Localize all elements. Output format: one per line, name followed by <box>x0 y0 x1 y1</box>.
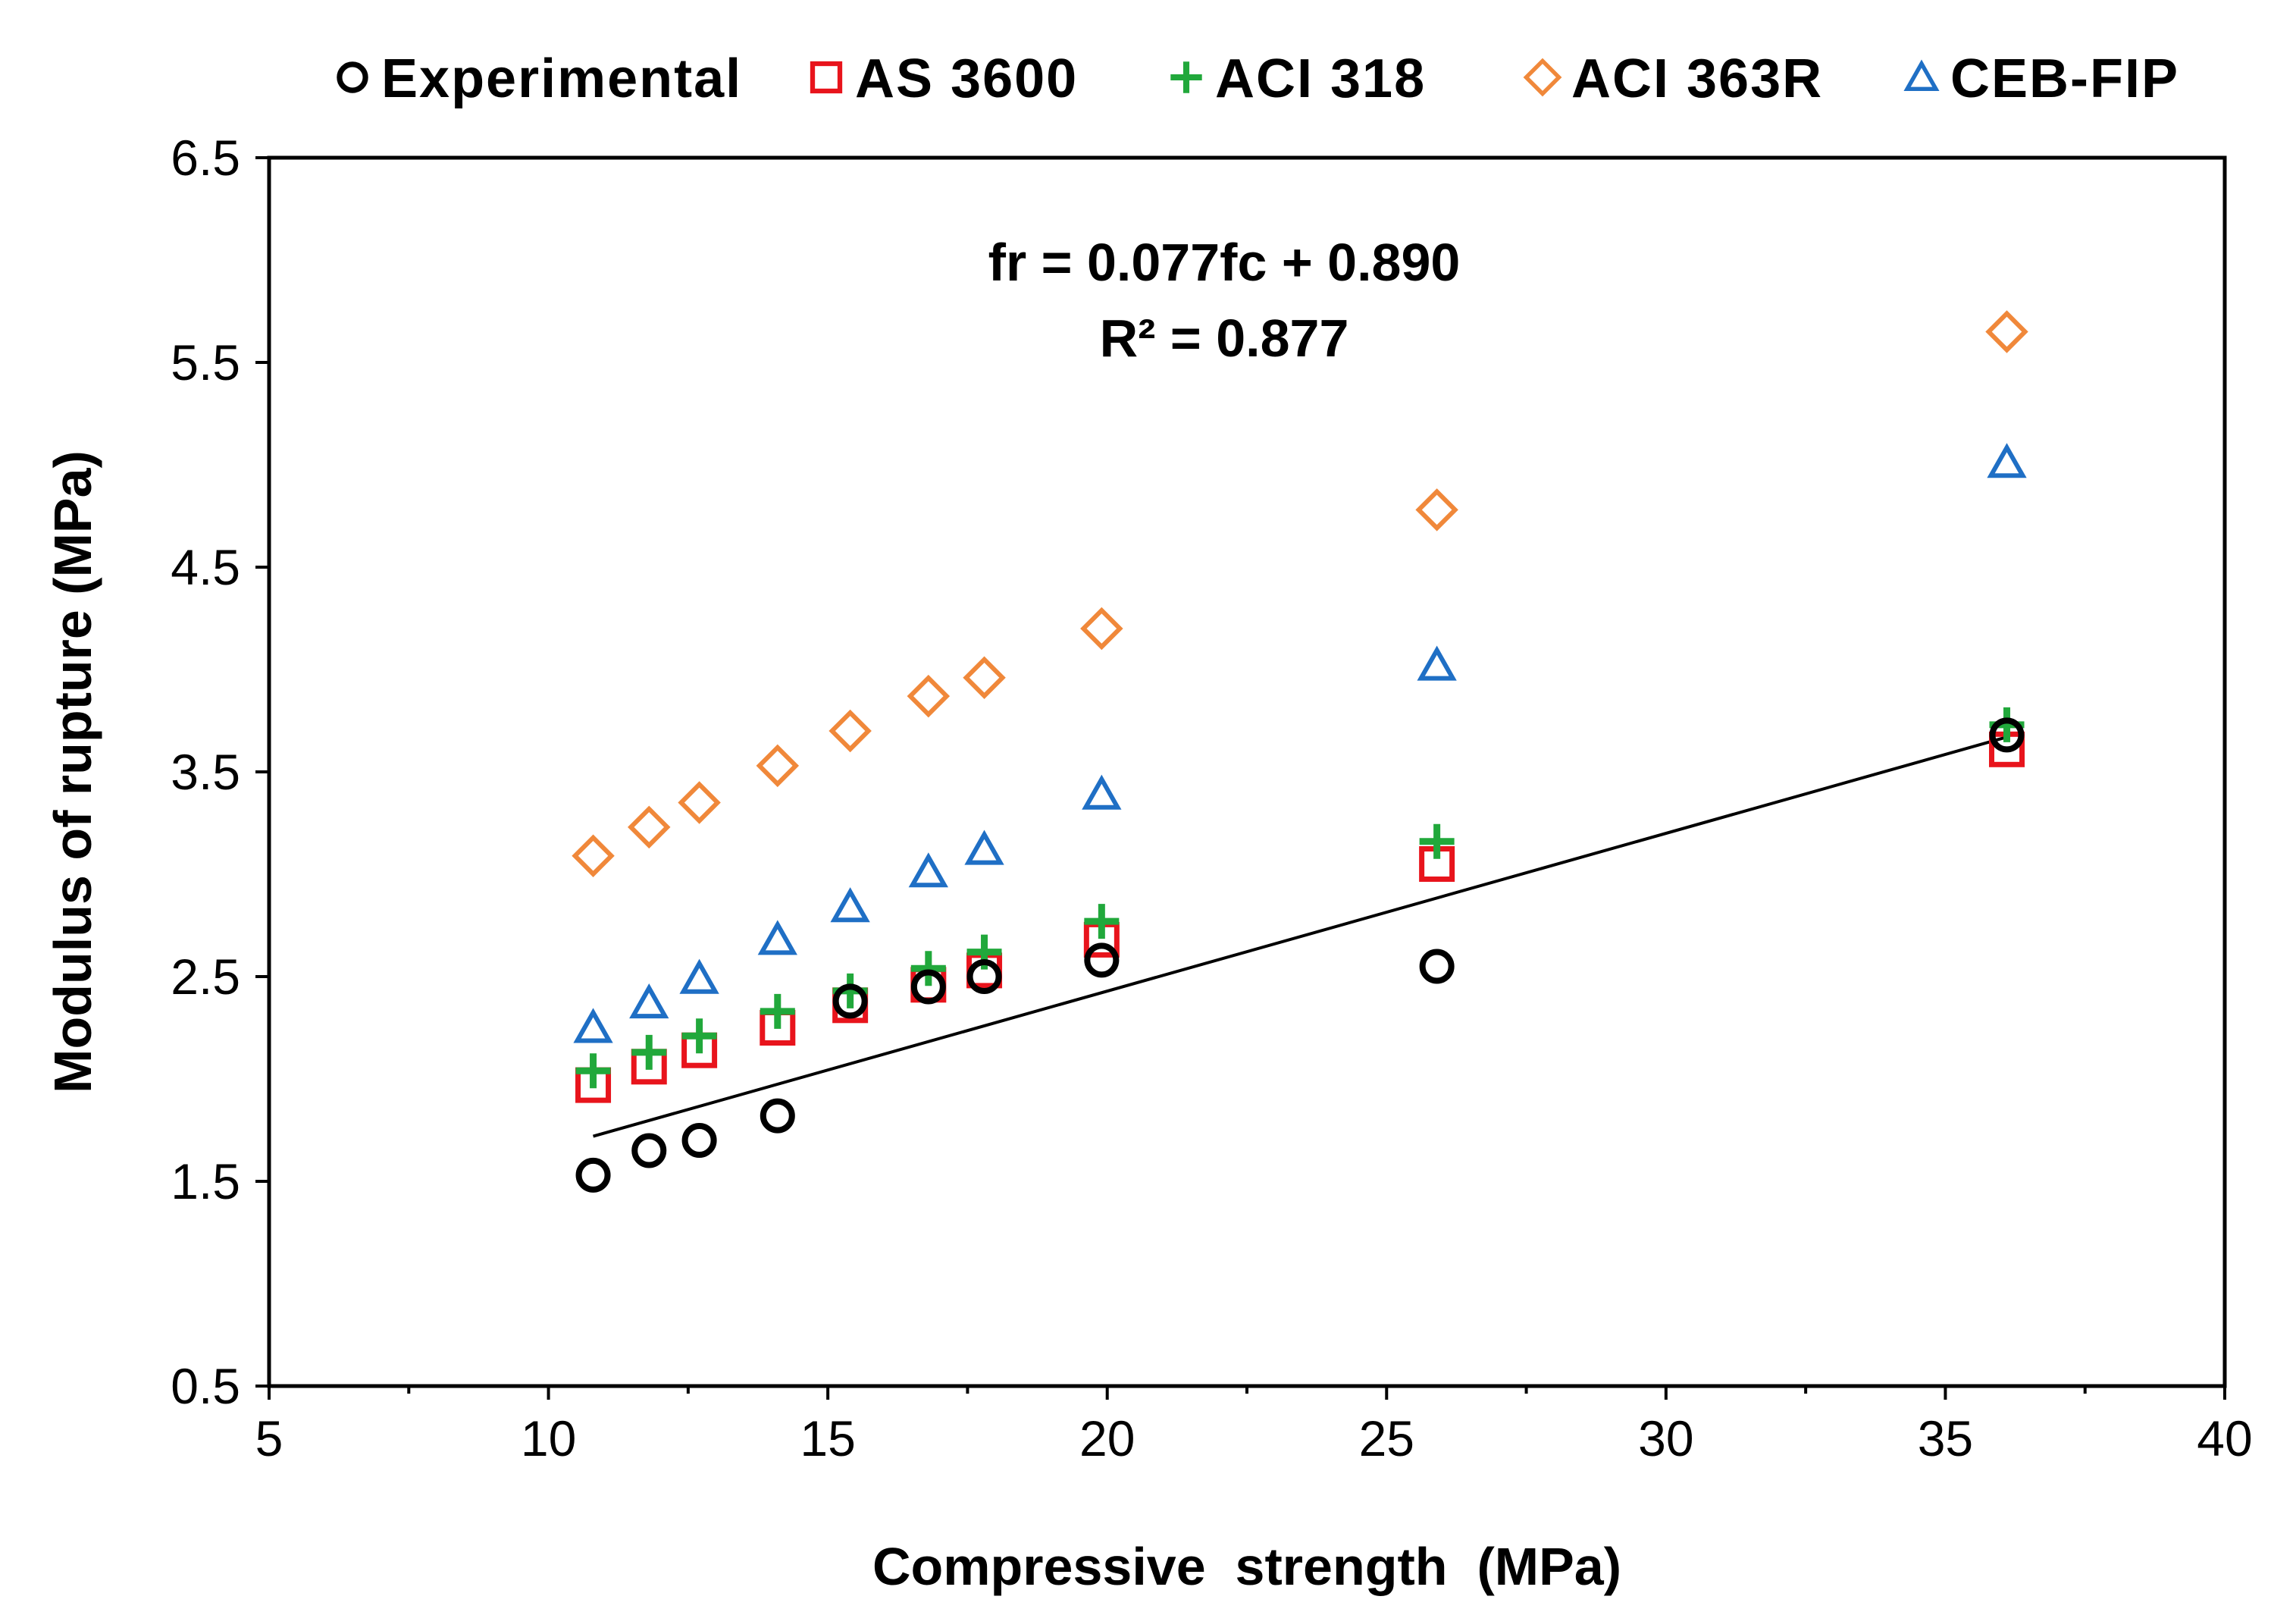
y-tick-label: 3.5 <box>171 744 240 800</box>
data-point <box>1989 717 2025 753</box>
data-point <box>1417 645 1457 681</box>
x-tick-label: 25 <box>1359 1410 1414 1466</box>
trendline-r-squared: R² = 0.877 <box>1100 309 1349 368</box>
data-point <box>1987 443 2027 478</box>
data-point <box>678 781 721 824</box>
legend-marker <box>1523 58 1562 97</box>
data-point <box>830 887 870 923</box>
x-tick-label: 10 <box>521 1410 576 1466</box>
legend-label: CEB-FIP <box>1950 49 2179 109</box>
data-point <box>756 744 800 788</box>
data-point <box>1082 774 1122 810</box>
data-point <box>1084 904 1120 939</box>
x-tick-label: 20 <box>1079 1410 1135 1466</box>
data-point <box>681 1123 717 1158</box>
data-point <box>629 983 669 1019</box>
legend-marker <box>1170 61 1202 93</box>
data-point <box>760 993 795 1029</box>
data-point <box>964 830 1004 865</box>
x-tick-label: 40 <box>2197 1410 2252 1466</box>
data-point <box>908 852 948 888</box>
data-point <box>631 1133 667 1168</box>
data-point <box>966 959 1002 994</box>
data-point <box>628 805 671 849</box>
axis-ticks: 5 10 15 20 25 30 35 40 0.5 1.5 2.5 3.5 4.5 5.5 6.5 <box>171 130 2252 1466</box>
data-point <box>575 1157 611 1193</box>
data-point <box>681 1018 717 1054</box>
data-point <box>1419 823 1455 859</box>
data-point <box>910 951 946 986</box>
series-ceb-fip <box>573 443 2027 1043</box>
legend-marker <box>1903 59 1940 91</box>
y-tick-label: 6.5 <box>171 130 240 186</box>
trendline-group <box>592 735 2008 1138</box>
y-tick-label: 4.5 <box>171 539 240 595</box>
data-point <box>832 983 868 1019</box>
legend-label: AS 3600 <box>855 49 1078 109</box>
data-point <box>1415 488 1458 532</box>
data-point <box>829 709 872 753</box>
data-point <box>1419 949 1455 984</box>
legend-item: ACI 363R <box>1523 49 1823 109</box>
x-axis-title: Compressive strength (MPa) <box>872 1537 1621 1596</box>
x-tick-label: 15 <box>800 1410 855 1466</box>
legend-label: ACI 363R <box>1571 49 1823 109</box>
legend-item: AS 3600 <box>810 49 1078 109</box>
data-point <box>1084 942 1120 978</box>
data-point <box>631 1034 667 1070</box>
legend-item: Experimental <box>337 49 742 109</box>
y-tick-label: 5.5 <box>171 334 240 390</box>
y-tick-label: 0.5 <box>171 1358 240 1414</box>
data-point <box>757 920 797 955</box>
legend: Experimental AS 3600 ACI 318 ACI 363R CEB-FI… <box>337 49 2179 109</box>
series-as-3600 <box>575 731 2025 1103</box>
series-aci-363r <box>572 310 2028 877</box>
data-point <box>907 674 951 718</box>
legend-marker <box>810 61 843 94</box>
legend-label: Experimental <box>381 49 742 109</box>
data-point <box>910 969 946 1005</box>
y-axis-title: Modulus of rupture (MPa) <box>43 450 102 1093</box>
data-point <box>572 834 615 877</box>
legend-item: CEB-FIP <box>1903 49 2179 109</box>
legend-item: ACI 318 <box>1170 49 1426 109</box>
data-point <box>575 1053 611 1089</box>
x-tick-label: 5 <box>255 1410 283 1466</box>
series-experimental <box>575 717 2025 1193</box>
y-tick-label: 1.5 <box>171 1153 240 1209</box>
data-points <box>572 310 2028 1193</box>
data-point <box>963 656 1006 700</box>
trendline-equation: fr = 0.077fc + 0.890 <box>988 233 1461 292</box>
data-point <box>760 1098 795 1134</box>
y-tick-label: 2.5 <box>171 949 240 1005</box>
data-point <box>679 958 719 994</box>
legend-marker <box>337 61 368 93</box>
x-tick-label: 30 <box>1638 1410 1693 1466</box>
x-tick-label: 35 <box>1918 1410 1973 1466</box>
data-point <box>1080 607 1123 651</box>
data-point <box>1985 310 2028 353</box>
trendline <box>592 735 2008 1138</box>
data-point <box>573 1008 613 1043</box>
legend-label: ACI 318 <box>1215 49 1426 109</box>
